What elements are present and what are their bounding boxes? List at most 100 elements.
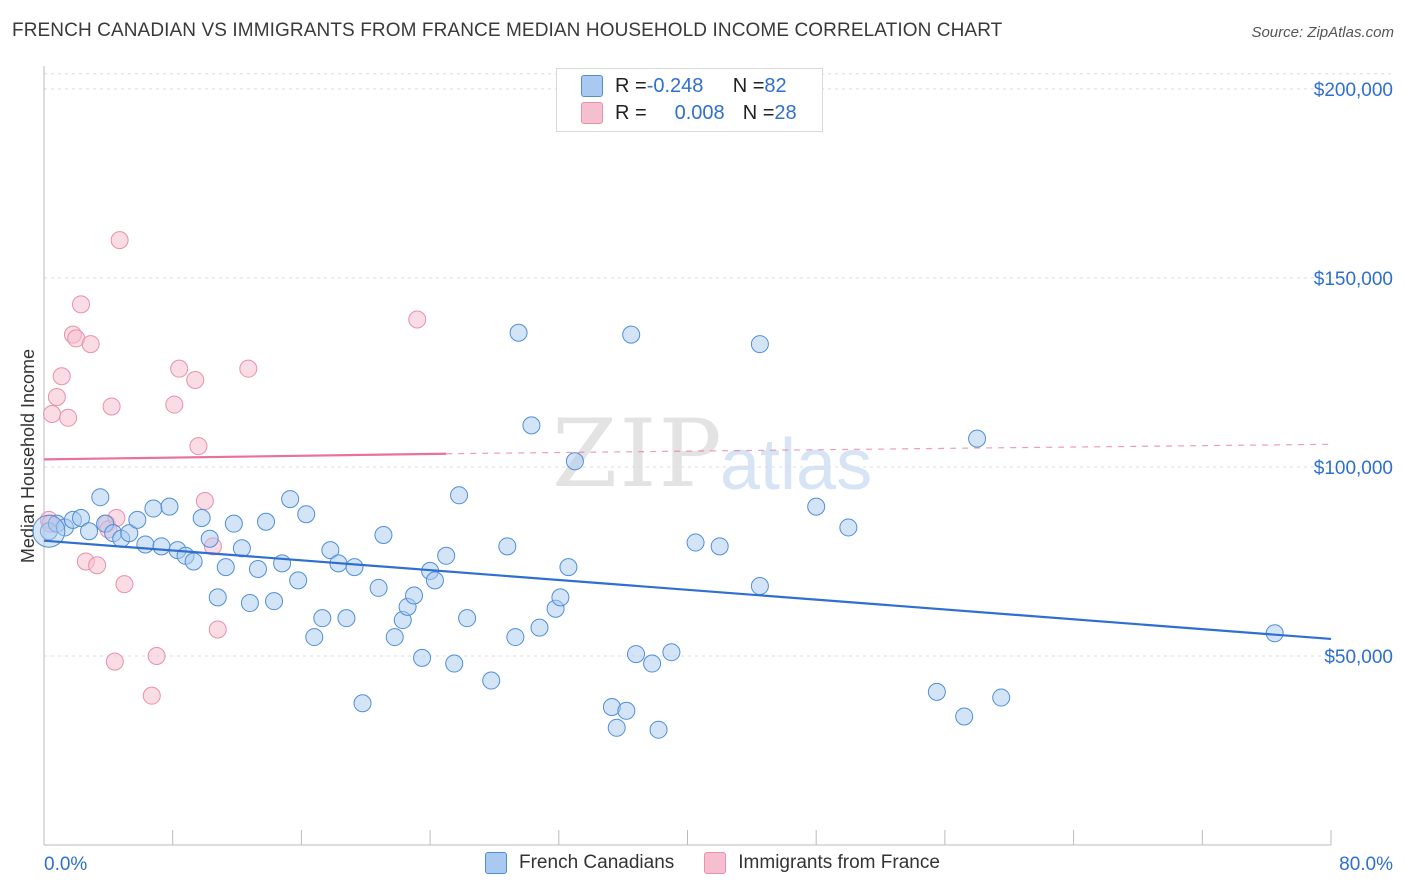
data-point-french-canadians xyxy=(662,643,681,662)
data-point-french-canadians xyxy=(559,558,578,577)
data-point-french-canadians xyxy=(91,488,110,507)
data-point-french-canadians xyxy=(281,490,300,509)
data-point-immigrants-from-france xyxy=(72,295,91,314)
data-point-french-canadians xyxy=(968,429,987,448)
data-point-french-canadians xyxy=(353,694,372,713)
data-point-french-canadians xyxy=(265,592,284,611)
source-credit: Source: ZipAtlas.com xyxy=(1251,24,1394,41)
data-point-immigrants-from-france xyxy=(165,395,184,414)
data-point-french-canadians xyxy=(369,578,388,597)
stats-legend: R = -0.248 N = 82 R = 0.008 N = 28 xyxy=(556,68,823,132)
data-point-french-canadians xyxy=(248,560,267,579)
data-point-french-canadians xyxy=(445,654,464,673)
data-point-french-canadians xyxy=(530,618,549,637)
y-tick-label: $200,000 xyxy=(1314,80,1393,101)
data-point-french-canadians xyxy=(807,497,826,516)
data-point-french-canadians xyxy=(289,571,308,590)
data-point-french-canadians xyxy=(522,416,541,435)
data-point-french-canadians xyxy=(120,524,139,543)
data-point-french-canadians xyxy=(607,718,626,737)
stats-legend-row-pink: R = 0.008 N = 28 xyxy=(581,100,797,126)
r-label: R = xyxy=(615,101,647,124)
data-point-french-canadians xyxy=(321,541,340,560)
data-point-immigrants-from-france xyxy=(170,359,189,378)
data-point-french-canadians xyxy=(345,558,364,577)
data-point-french-canadians xyxy=(425,571,444,590)
data-point-french-canadians xyxy=(160,497,179,516)
n-value: 28 xyxy=(774,101,797,124)
data-point-french-canadians xyxy=(992,688,1011,707)
trendline-immigrants-from-france-extension xyxy=(446,443,1332,455)
data-point-french-canadians xyxy=(232,539,251,558)
y-axis-label: Median Household Income xyxy=(18,349,38,563)
data-point-french-canadians xyxy=(192,508,211,527)
data-point-french-canadians xyxy=(152,537,171,556)
data-point-immigrants-from-france xyxy=(189,437,208,456)
data-point-immigrants-from-france xyxy=(110,231,129,250)
data-point-immigrants-from-france xyxy=(59,408,78,427)
y-tick-label: $100,000 xyxy=(1314,458,1393,479)
data-point-immigrants-from-france xyxy=(88,556,107,575)
pink-swatch-icon xyxy=(581,102,603,124)
data-point-immigrants-from-france xyxy=(102,397,121,416)
data-point-french-canadians xyxy=(622,325,641,344)
data-point-french-canadians xyxy=(405,586,424,605)
data-point-french-canadians xyxy=(80,522,99,541)
data-point-french-canadians xyxy=(136,535,155,554)
data-point-french-canadians xyxy=(450,486,469,505)
data-point-french-canadians xyxy=(498,537,517,556)
data-point-immigrants-from-france xyxy=(47,388,66,407)
data-point-french-canadians xyxy=(374,526,393,544)
data-point-french-canadians xyxy=(257,512,276,531)
data-point-french-canadians xyxy=(305,628,324,647)
data-point-french-canadians xyxy=(710,537,729,556)
data-point-french-canadians xyxy=(565,452,584,471)
data-point-immigrants-from-france xyxy=(142,686,161,705)
legend-label: Immigrants from France xyxy=(738,852,940,873)
data-point-french-canadians xyxy=(627,645,646,664)
pink-swatch-icon xyxy=(704,852,727,874)
legend-item-immigrants-from-france: Immigrants from France xyxy=(704,852,940,874)
data-point-immigrants-from-france xyxy=(239,359,258,378)
trendline-immigrants-from-france xyxy=(43,452,447,461)
data-point-french-canadians xyxy=(184,552,203,571)
data-point-french-canadians xyxy=(72,508,91,527)
data-point-french-canadians xyxy=(506,628,525,647)
data-point-french-canadians xyxy=(458,609,477,628)
data-point-french-canadians xyxy=(617,701,636,720)
data-point-french-canadians xyxy=(551,588,570,607)
blue-swatch-icon xyxy=(485,852,507,874)
data-point-immigrants-from-france xyxy=(195,491,214,510)
data-point-french-canadians xyxy=(686,533,705,552)
trendline-french-canadians xyxy=(43,539,1332,641)
data-point-french-canadians xyxy=(224,514,243,533)
data-point-french-canadians xyxy=(144,499,163,518)
n-value: 82 xyxy=(764,74,787,97)
data-point-immigrants-from-france xyxy=(186,371,205,389)
data-point-french-canadians xyxy=(649,720,668,739)
r-value: 0.008 xyxy=(674,101,725,124)
data-point-french-canadians xyxy=(482,671,501,690)
data-point-french-canadians xyxy=(313,609,332,628)
data-point-immigrants-from-france xyxy=(81,335,100,354)
series-legend: French Canadians Immigrants from France xyxy=(485,852,970,874)
r-label: R = xyxy=(615,74,647,97)
y-tick-label: $50,000 xyxy=(1324,647,1393,668)
data-point-french-canadians xyxy=(509,323,528,342)
data-point-immigrants-from-france xyxy=(147,646,166,665)
data-point-french-canadians xyxy=(200,529,219,548)
data-point-french-canadians xyxy=(927,682,946,701)
data-point-french-canadians xyxy=(128,510,147,529)
data-point-french-canadians xyxy=(750,577,769,596)
data-point-immigrants-from-france xyxy=(408,310,427,329)
data-point-french-canadians xyxy=(750,335,769,354)
x-tick-label-max: 80.0% xyxy=(1339,854,1393,875)
data-point-french-canadians xyxy=(643,654,662,673)
legend-item-french-canadians: French Canadians xyxy=(485,852,674,874)
data-point-french-canadians xyxy=(297,505,316,524)
data-point-immigrants-from-france xyxy=(115,575,134,594)
data-point-immigrants-from-france xyxy=(52,367,71,386)
r-value: -0.248 xyxy=(646,74,704,97)
watermark-atlas: atlas xyxy=(720,425,873,505)
data-point-french-canadians xyxy=(955,707,974,726)
